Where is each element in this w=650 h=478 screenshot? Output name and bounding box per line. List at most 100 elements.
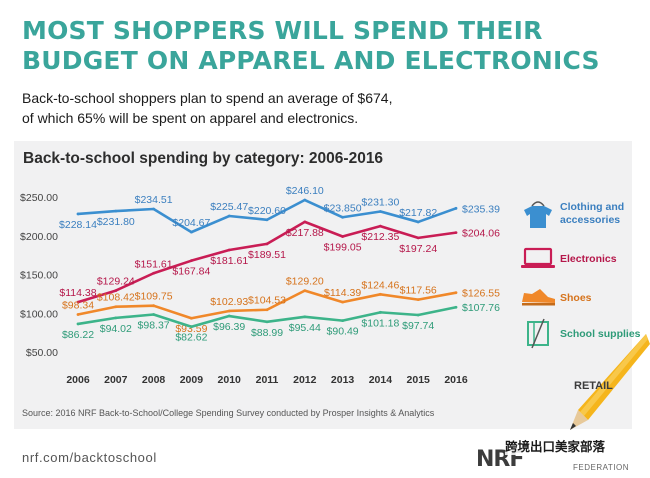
data-point [114, 209, 118, 213]
y-tick-label: $250.00 [20, 192, 58, 204]
data-label: $96.39 [213, 321, 245, 333]
data-point [265, 218, 269, 222]
data-point [76, 212, 80, 216]
data-label: $129.20 [286, 276, 324, 288]
x-tick-label: 2009 [180, 374, 204, 386]
data-label: $197.24 [399, 243, 437, 255]
data-label: $129.24 [97, 276, 135, 288]
data-label: $117.56 [400, 285, 437, 297]
data-point [341, 319, 344, 323]
headline-line-1: MOST SHOPPERS WILL SPEND THEIR [22, 16, 543, 45]
data-point [454, 305, 458, 309]
subtitle-line-2: of which 65% will be spent on apparel an… [22, 110, 359, 126]
y-tick-label: $50.00 [26, 347, 58, 359]
watermark-text: 跨境出口美家部落 [505, 436, 606, 455]
data-point [190, 325, 193, 329]
source-note: Source: 2016 NRF Back-to-School/College … [22, 408, 435, 418]
data-label: $104.53 [248, 295, 286, 307]
y-tick-label: $150.00 [20, 270, 58, 282]
chart-title: Back-to-school spending by category: 200… [23, 150, 384, 167]
data-point [416, 220, 420, 224]
x-tick-label: 2008 [142, 374, 166, 386]
x-tick-label: 2016 [444, 374, 468, 386]
headline: MOST SHOPPERS WILL SPEND THEIR BUDGET ON… [22, 16, 622, 76]
data-label: $225.47 [210, 201, 248, 213]
data-point [454, 231, 458, 235]
data-label: $204.06 [462, 228, 500, 240]
data-label: $102.93 [210, 296, 248, 308]
data-label: $231.30 [361, 196, 399, 208]
data-label: $167.84 [172, 266, 210, 278]
data-point [227, 309, 231, 313]
data-label: $124.46 [361, 279, 399, 291]
data-label: $234.51 [135, 194, 173, 206]
data-point [190, 230, 193, 234]
data-point [190, 259, 193, 263]
data-point [265, 242, 269, 246]
data-label: $220.60 [248, 205, 286, 217]
data-label: $114.39 [324, 287, 361, 299]
data-label: $231.80 [97, 216, 135, 228]
data-label: $101.18 [361, 317, 399, 329]
footer-url[interactable]: nrf.com/backtoschool [22, 450, 157, 465]
data-point [76, 322, 80, 326]
data-label: $212.35 [361, 231, 399, 243]
data-point [454, 291, 458, 295]
data-label: $126.55 [462, 288, 500, 300]
data-point [227, 314, 231, 318]
data-point [265, 320, 269, 324]
data-label: $88.99 [251, 327, 283, 339]
data-label: $217.88 [286, 227, 324, 239]
data-label: $228.14 [59, 219, 97, 231]
pencil-stroke [531, 318, 545, 349]
data-label: $82.62 [175, 332, 207, 344]
x-tick-label: 2015 [407, 374, 431, 386]
data-point [416, 313, 420, 317]
data-label: $98.34 [62, 300, 94, 312]
chart-panel [14, 141, 632, 429]
data-label: $23.850 [324, 202, 362, 214]
x-tick-label: 2014 [369, 374, 393, 386]
data-point [454, 206, 458, 210]
data-point [341, 215, 344, 219]
subtitle: Back-to-school shoppers plan to spend an… [22, 88, 582, 128]
data-point [227, 214, 231, 218]
data-point [152, 207, 156, 211]
data-point [152, 271, 156, 275]
x-tick-label: 2006 [66, 374, 90, 386]
shoe-sole [522, 303, 555, 306]
data-point [152, 304, 156, 308]
data-label: $97.74 [402, 320, 434, 332]
data-label: $108.42 [97, 292, 135, 304]
data-label: $114.38 [59, 287, 96, 299]
data-point [227, 248, 231, 252]
laptop-icon [523, 247, 553, 266]
x-tick-label: 2007 [104, 374, 128, 386]
legend-label: accessories [560, 214, 620, 226]
x-tick-label: 2013 [331, 374, 355, 386]
logo-retail-text: RETAIL [574, 380, 613, 392]
data-label: $181.61 [210, 255, 248, 267]
data-label: $93.59 [175, 323, 207, 335]
y-tick-label: $100.00 [20, 308, 58, 320]
data-point [416, 236, 420, 240]
notebook-icon [527, 321, 549, 346]
data-label: $98.37 [138, 320, 170, 332]
data-point [379, 310, 382, 314]
data-point [379, 224, 382, 228]
logo-federation-text: FEDERATION [573, 463, 629, 472]
hanger-hook [531, 201, 545, 207]
data-label: $151.61 [135, 258, 173, 270]
data-label: $189.51 [248, 249, 286, 261]
y-tick-label: $200.00 [20, 231, 58, 243]
data-point [379, 210, 382, 213]
data-point [76, 313, 80, 316]
data-label: $109.75 [135, 291, 173, 303]
data-point [152, 313, 156, 316]
x-tick-label: 2011 [256, 374, 279, 386]
legend-label: School supplies [560, 328, 641, 340]
data-point [341, 235, 344, 238]
laptop-base [521, 265, 555, 268]
legend-label: Electronics [560, 253, 617, 265]
data-label: $86.22 [62, 329, 94, 341]
